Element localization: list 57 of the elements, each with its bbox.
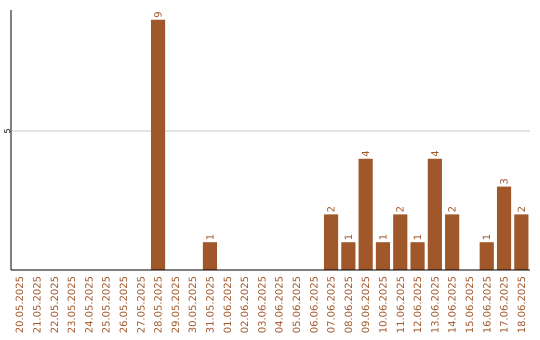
x-tick-label: 11.06.2025 bbox=[396, 276, 407, 334]
bar bbox=[410, 242, 425, 270]
data-label: 1 bbox=[482, 234, 494, 240]
x-tick-label: 26.05.2025 bbox=[118, 276, 130, 334]
x-tick-label: 14.06.2025 bbox=[448, 276, 459, 334]
x-tick-label: 31.05.2025 bbox=[205, 276, 216, 334]
x-tick-label: 29.05.2025 bbox=[170, 276, 182, 334]
x-tick-label: 02.06.2025 bbox=[240, 276, 252, 334]
bar bbox=[324, 214, 338, 270]
x-tick-label: 12.06.2025 bbox=[413, 276, 424, 334]
data-label: 2 bbox=[516, 206, 528, 212]
x-tick-label: 25.05.2025 bbox=[102, 276, 113, 334]
x-tick-label: 01.06.2025 bbox=[222, 276, 234, 334]
bar bbox=[480, 242, 494, 270]
bar bbox=[376, 242, 390, 270]
data-label: 1 bbox=[413, 234, 424, 240]
bar bbox=[428, 158, 442, 270]
x-tick-label: 23.05.2025 bbox=[67, 276, 78, 334]
x-tick-label: 07.06.2025 bbox=[326, 276, 338, 334]
x-tick-label: 15.06.2025 bbox=[464, 276, 476, 334]
x-tick-label: 27.05.2025 bbox=[136, 276, 148, 334]
data-label: 4 bbox=[361, 150, 372, 157]
x-tick-label: 18.06.2025 bbox=[516, 276, 528, 334]
x-tick-label: 08.06.2025 bbox=[344, 276, 355, 334]
bar bbox=[341, 242, 356, 270]
data-label: 2 bbox=[448, 206, 459, 212]
bar bbox=[202, 242, 218, 270]
bar bbox=[393, 214, 408, 270]
bar bbox=[496, 186, 512, 270]
data-label: 3 bbox=[500, 178, 511, 185]
x-tick-label: 24.05.2025 bbox=[84, 276, 96, 334]
x-tick-label: 22.05.2025 bbox=[50, 276, 61, 334]
x-tick-label: 13.06.2025 bbox=[430, 276, 442, 334]
bar bbox=[445, 214, 460, 270]
data-label: 2 bbox=[396, 206, 407, 212]
x-tick-label: 30.05.2025 bbox=[188, 276, 200, 334]
data-label: 1 bbox=[378, 234, 390, 240]
x-tick-label: 05.06.2025 bbox=[292, 276, 303, 334]
x-tick-label: 16.06.2025 bbox=[482, 276, 494, 334]
x-tick-label: 09.06.2025 bbox=[361, 276, 372, 334]
data-label: 2 bbox=[326, 206, 338, 212]
x-tick-label: 10.06.2025 bbox=[378, 276, 390, 334]
x-tick-label: 21.05.2025 bbox=[32, 276, 44, 334]
bar bbox=[150, 20, 166, 270]
data-label: 1 bbox=[344, 234, 355, 240]
x-tick-label: 28.05.2025 bbox=[154, 276, 165, 334]
x-tick-label: 04.06.2025 bbox=[274, 276, 286, 334]
data-label: 4 bbox=[430, 150, 442, 157]
y-tick-label: 5 bbox=[2, 128, 12, 134]
x-tick-label: 17.06.2025 bbox=[500, 276, 511, 334]
data-label: 9 bbox=[154, 11, 165, 18]
x-tick-label: 03.06.2025 bbox=[257, 276, 268, 334]
x-tick-label: 20.05.2025 bbox=[15, 276, 26, 334]
x-tick-label: 06.06.2025 bbox=[309, 276, 320, 334]
bar bbox=[514, 214, 528, 270]
bar bbox=[358, 158, 373, 270]
data-label: 1 bbox=[205, 234, 216, 240]
